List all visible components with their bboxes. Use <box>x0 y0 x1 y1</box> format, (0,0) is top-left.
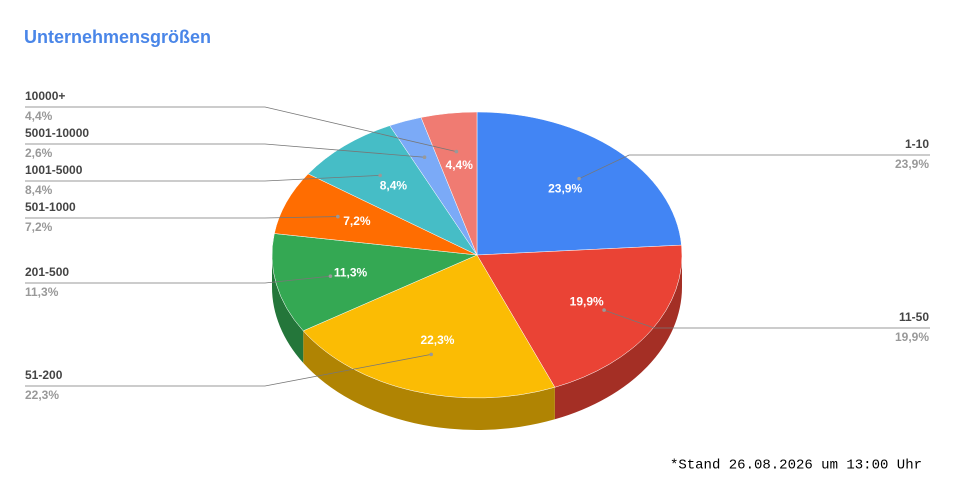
slice-label: 4,4% <box>446 158 474 172</box>
leader-line <box>603 309 930 329</box>
labels: 23,9% 1-10 23,9% 19,9% 11-50 19,9% 22,3% 51-200… <box>25 89 930 402</box>
slice-label: 19,9% <box>570 295 604 309</box>
slice <box>476 111 682 256</box>
slice-side <box>303 330 555 431</box>
legend-value: 4,4% <box>25 109 53 123</box>
slice <box>307 125 478 256</box>
slice <box>302 254 556 399</box>
legend-value: 11,3% <box>25 285 59 299</box>
legend-value: 22,3% <box>25 388 59 402</box>
leader-line <box>25 275 331 284</box>
legend-label: 51-200 <box>25 368 63 382</box>
chart-title: Unternehmensgrößen <box>24 27 211 47</box>
slice-tops <box>271 111 683 399</box>
legend-label: 5001-10000 <box>25 126 89 140</box>
leader-line <box>25 175 381 182</box>
leader-dot <box>336 214 340 219</box>
legend-label: 1001-5000 <box>25 163 83 177</box>
legend-value: 2,6% <box>25 146 53 160</box>
slice-label: 7,2% <box>343 214 371 228</box>
legend-value: 8,4% <box>25 183 53 197</box>
legend-label: 11-50 <box>899 310 929 324</box>
slice-sides <box>272 255 682 431</box>
leader-dot <box>454 149 459 154</box>
slice-side <box>554 255 682 420</box>
legend-value: 7,2% <box>25 220 53 234</box>
legend-label: 1-10 <box>905 137 929 151</box>
footnote: *Stand 26.08.2026 um 13:00 Uhr <box>670 458 922 474</box>
leader-dot <box>577 176 581 181</box>
legend-label: 201-500 <box>25 265 69 279</box>
slice-label: 8,4% <box>380 178 408 192</box>
leader-dot <box>378 173 382 178</box>
leader-dot <box>602 308 606 312</box>
leader-line <box>578 154 930 180</box>
leader-dot <box>422 155 427 160</box>
legend-label: 10000+ <box>25 89 65 103</box>
leader-line <box>25 143 425 158</box>
legend-value: 19,9% <box>895 330 929 344</box>
leader-line <box>25 216 338 219</box>
slice-label: 22,3% <box>420 333 454 347</box>
legend-label: 501-1000 <box>25 200 76 214</box>
leader-line <box>25 106 457 152</box>
slice-side <box>272 255 304 363</box>
slice-label: 23,9% <box>548 181 582 195</box>
slice <box>420 111 478 256</box>
leader-line <box>25 353 432 387</box>
leader-dot <box>429 352 434 357</box>
slice-label: 11,3% <box>334 265 368 279</box>
slice <box>476 244 683 388</box>
legend-value: 23,9% <box>895 157 929 171</box>
leader-dot <box>328 274 333 278</box>
slice <box>271 233 478 332</box>
